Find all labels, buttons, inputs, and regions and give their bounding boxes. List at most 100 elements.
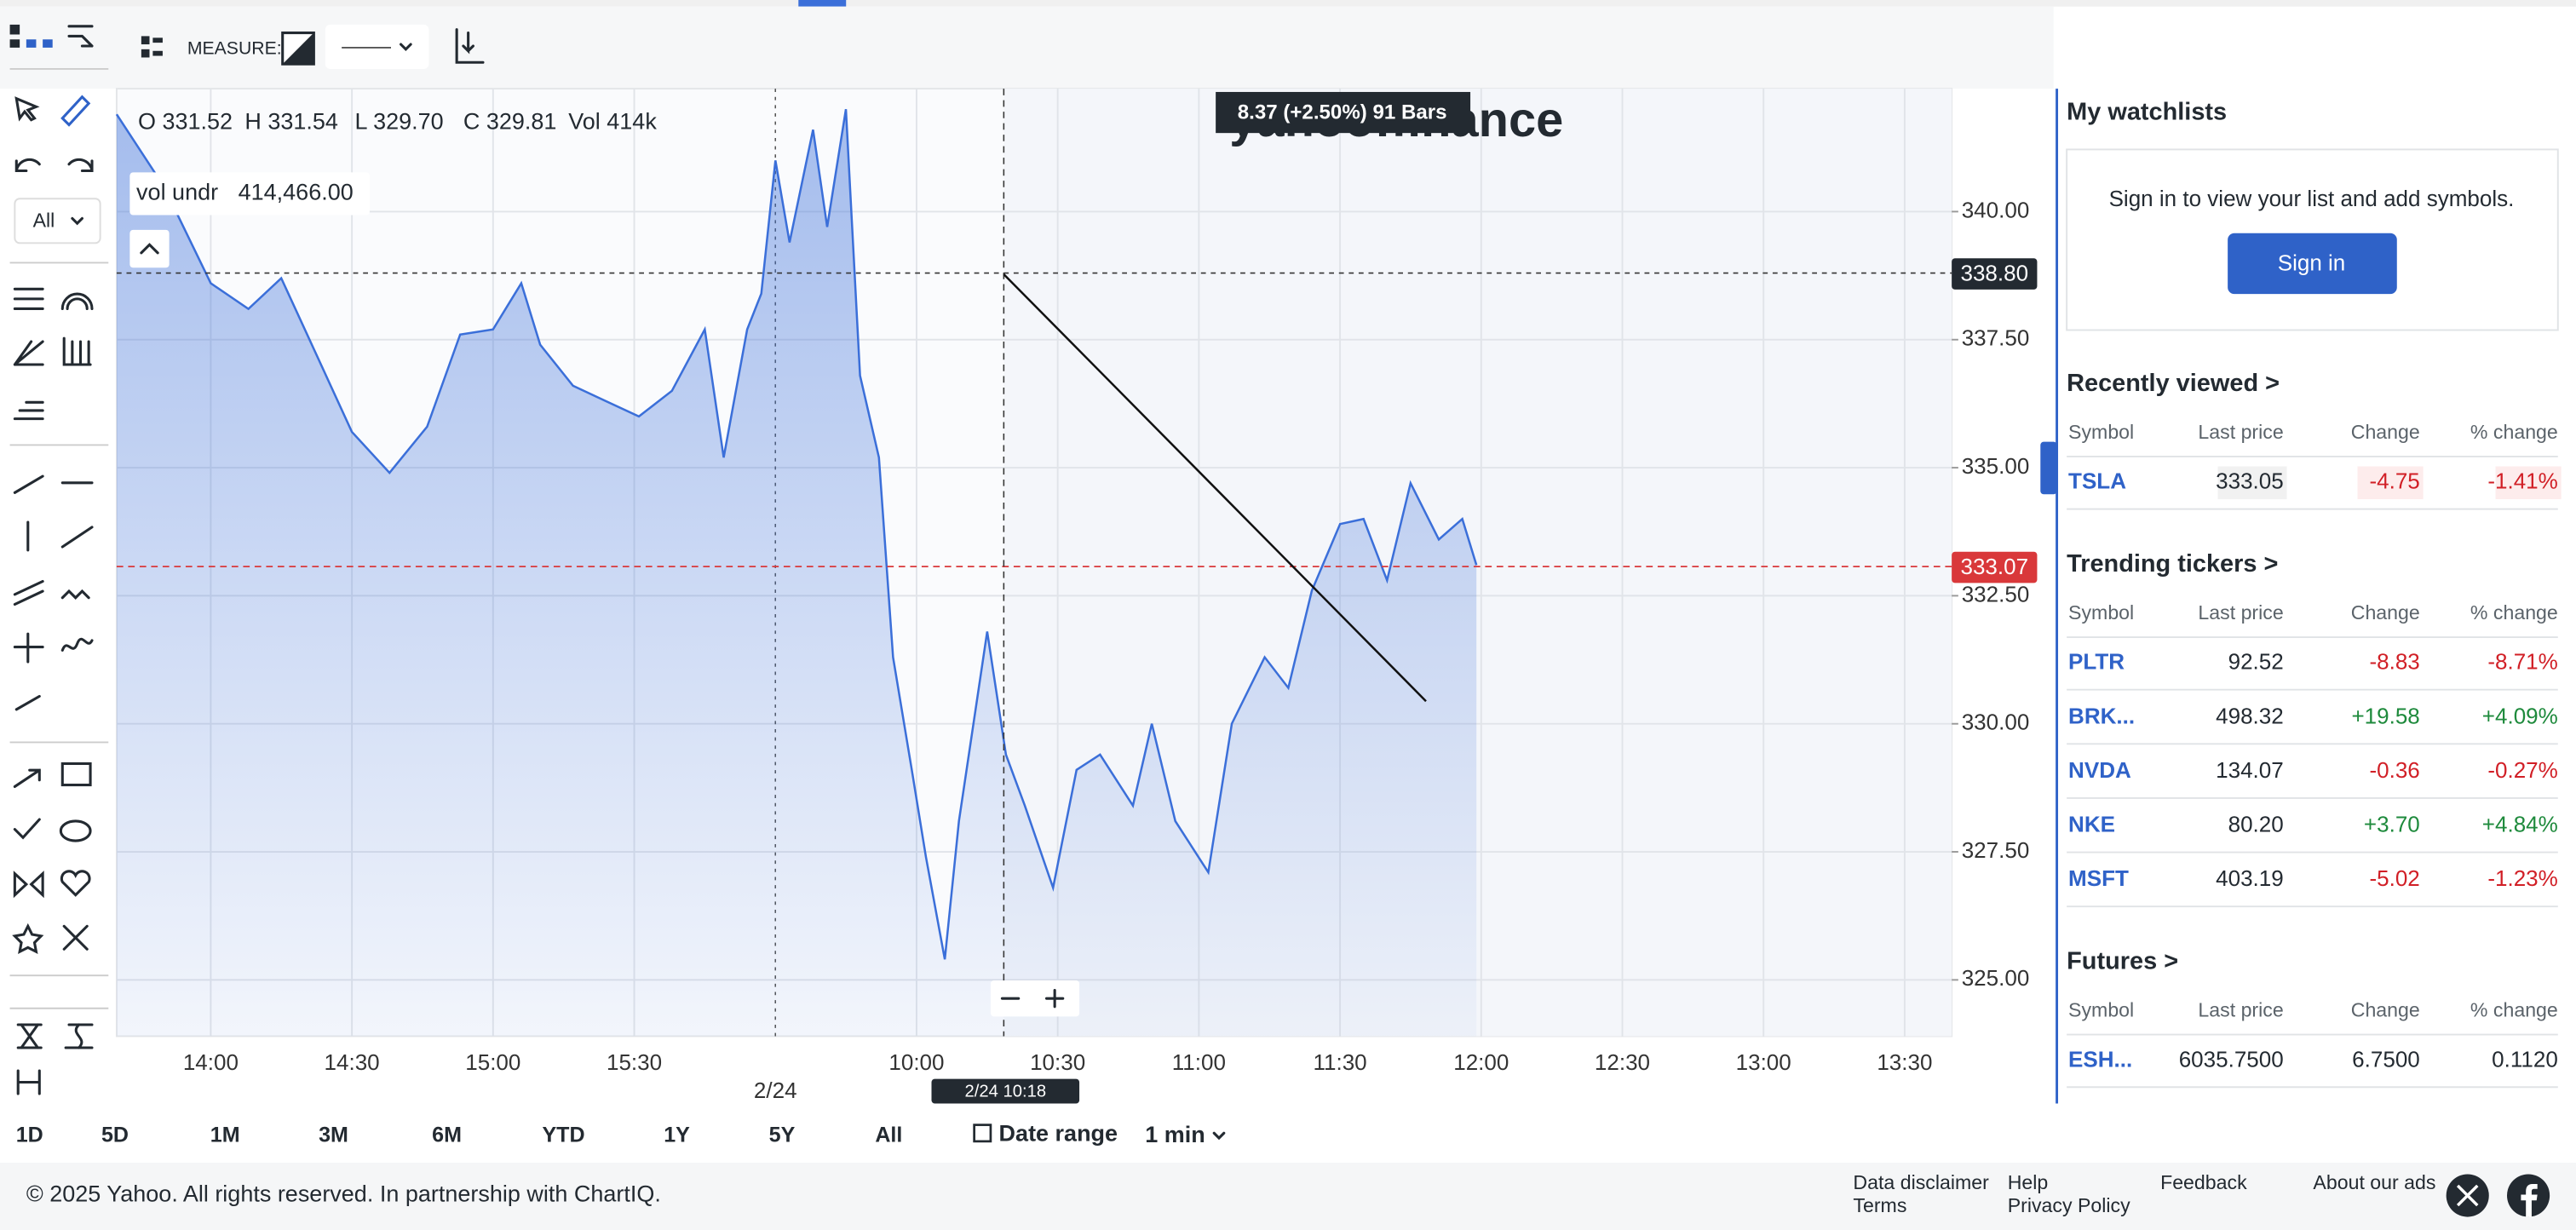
crosshair-price: 338.80: [1960, 260, 2028, 285]
tool-icon[interactable]: [13, 287, 44, 310]
layout-icon: [26, 39, 37, 48]
y-tick-label: 325.00: [1962, 965, 2030, 991]
range-button[interactable]: 1D: [16, 1124, 43, 1147]
column-header: Change: [2351, 421, 2420, 443]
sidebar-tables: Recently viewed > Symbol Last price Change%…: [2067, 370, 2562, 1089]
y-tick-label: 335.00: [1962, 453, 2030, 479]
facebook-glyph: [2521, 1184, 2538, 1217]
zoom-in[interactable]: [1044, 988, 1065, 1009]
tool-icon[interactable]: [13, 632, 44, 664]
study-box[interactable]: [129, 172, 370, 216]
footer-link[interactable]: Privacy Policy: [2008, 1194, 2130, 1216]
sign-in-label: Sign in: [2278, 250, 2346, 275]
tool-icon[interactable]: [60, 762, 92, 787]
y-tick-label: 337.50: [1962, 325, 2030, 351]
sidebar-toggle[interactable]: [2040, 441, 2057, 495]
measure-line: [1003, 273, 1427, 703]
tool-icon[interactable]: [13, 818, 41, 840]
footer-link[interactable]: Terms: [1853, 1194, 1906, 1216]
symbol-link[interactable]: NVDA: [2068, 757, 2131, 783]
x-tick-label: 10:00: [888, 1049, 944, 1075]
redo[interactable]: [67, 158, 94, 173]
footer-link[interactable]: Help: [2008, 1171, 2049, 1193]
tool-icon[interactable]: [12, 922, 44, 954]
section-title[interactable]: Futures >: [2067, 947, 2178, 974]
price-line: [115, 109, 1478, 960]
tool-icon[interactable]: [13, 768, 41, 789]
symbol-link[interactable]: TSLA: [2068, 468, 2126, 494]
sign-in-button[interactable]: [2228, 233, 2397, 295]
footer-link[interactable]: Feedback: [2160, 1171, 2247, 1193]
area-fill: [116, 109, 1477, 1037]
x-tick-label: 12:00: [1453, 1049, 1509, 1075]
measure-tool[interactable]: [60, 95, 91, 127]
column-header: Symbol: [2068, 421, 2134, 443]
tool-icon[interactable]: [60, 589, 90, 600]
column-header: Last price: [2198, 999, 2283, 1021]
tool-icon[interactable]: [60, 292, 94, 310]
x-tick-label: 14:30: [325, 1049, 380, 1075]
last-price-box: [1952, 551, 2038, 583]
range-button[interactable]: 1Y: [664, 1124, 690, 1147]
range-button[interactable]: 6M: [432, 1124, 462, 1147]
range-button[interactable]: 5D: [101, 1124, 129, 1147]
drawing-filter[interactable]: [14, 198, 101, 244]
tool-icon[interactable]: [13, 474, 44, 494]
tool-icon[interactable]: [59, 819, 92, 842]
range-button[interactable]: All: [875, 1124, 902, 1147]
ohlc-open: O 331.52: [138, 109, 233, 135]
range-button[interactable]: 5Y: [769, 1124, 796, 1147]
table-cell: 333.05: [2216, 468, 2284, 494]
symbol-link[interactable]: PLTR: [2068, 649, 2125, 675]
tool-icon[interactable]: [60, 526, 94, 549]
tool-icon[interactable]: [14, 694, 41, 711]
tool-icon[interactable]: [62, 924, 89, 951]
date-range[interactable]: Date range: [999, 1120, 1118, 1146]
symbol-link[interactable]: MSFT: [2068, 865, 2129, 891]
table-cell: -1.23%: [2487, 865, 2557, 891]
tool-icon[interactable]: [60, 870, 91, 897]
tool-icon[interactable]: [60, 637, 94, 652]
section-title[interactable]: Trending tickers >: [2067, 550, 2278, 578]
tool-icon[interactable]: [13, 340, 44, 366]
tool-icon[interactable]: [64, 1023, 94, 1049]
range-bar: [0, 1108, 2054, 1163]
column-header: Change: [2351, 601, 2420, 624]
measure-value: 8.37 (+2.50%) 91 Bars: [1238, 101, 1447, 124]
section-title[interactable]: Recently viewed >: [2067, 370, 2280, 397]
ohlc-legend: O 331.52 H 331.54 L 329.70 C 329.81 Vol …: [129, 109, 657, 268]
x-tick-label: 2/24: [754, 1078, 797, 1103]
range-button[interactable]: 1M: [210, 1124, 240, 1147]
table-cell: -0.36: [2369, 757, 2419, 783]
x-glyph: [2456, 1184, 2479, 1207]
range-button[interactable]: YTD: [542, 1124, 584, 1147]
export-icon[interactable]: [455, 28, 485, 64]
range-button[interactable]: 3M: [319, 1124, 348, 1147]
cursor-tool[interactable]: [14, 96, 40, 122]
tool-icon[interactable]: [62, 336, 92, 366]
layout-icon[interactable]: [9, 24, 20, 35]
symbol-link[interactable]: ESH...: [2068, 1046, 2132, 1072]
y-tick-label: 340.00: [1962, 197, 2030, 222]
symbol-link[interactable]: NKE: [2068, 812, 2115, 837]
symbol-link[interactable]: BRK...: [2068, 703, 2135, 728]
tool-icon[interactable]: [16, 1023, 43, 1049]
tool-icon[interactable]: [13, 400, 44, 421]
tool-icon[interactable]: [13, 871, 44, 899]
table-cell: 92.52: [2228, 649, 2284, 675]
collapse-button[interactable]: [129, 229, 170, 268]
toolbar-icons: [9, 24, 485, 69]
tool-icon[interactable]: [13, 579, 44, 606]
measure-label: MEASURE:: [187, 38, 282, 58]
tab-indicator: [798, 0, 847, 7]
table-cell: +19.58: [2351, 703, 2419, 728]
tool-icon[interactable]: [16, 1069, 41, 1095]
menu-icon[interactable]: [141, 36, 150, 45]
footer-link[interactable]: About our ads: [2313, 1171, 2435, 1193]
table-cell: -0.27%: [2487, 757, 2557, 783]
footer-link[interactable]: Data disclaimer: [1853, 1171, 1989, 1193]
table-cell: -1.41%: [2487, 468, 2557, 494]
undo[interactable]: [14, 158, 41, 173]
interval[interactable]: 1 min: [1145, 1122, 1205, 1147]
